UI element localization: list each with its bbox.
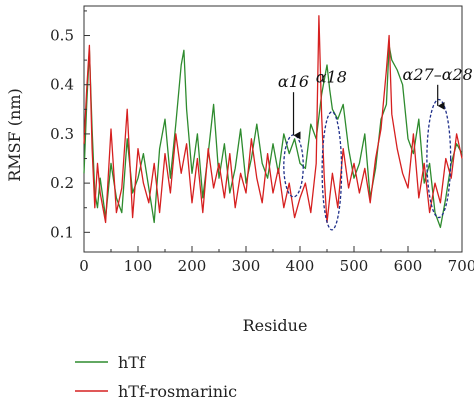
legend-label-htf: hTf	[118, 353, 146, 372]
y-tick-label: 0.5	[50, 27, 74, 45]
x-tick-label: 0	[79, 257, 89, 275]
x-tick-label: 100	[124, 257, 153, 275]
legend: hTf hTf-rosmarinic	[75, 353, 237, 401]
series-line-htf-rosmarinic	[83, 15, 463, 224]
x-tick-label: 600	[394, 257, 423, 275]
y-axis-title: RMSF (nm)	[5, 88, 24, 182]
helix-annotation-label: α16	[278, 72, 309, 91]
helix-highlight-ellipse	[426, 98, 452, 219]
plot-frame	[83, 5, 463, 253]
x-tick-label: 300	[232, 257, 261, 275]
helix-highlight-ellipse	[321, 111, 343, 231]
x-tick-label: 700	[448, 257, 474, 275]
series-layer	[83, 15, 463, 229]
legend-label-htf-rosmarinic: hTf-rosmarinic	[118, 382, 237, 401]
x-tick-label: 200	[178, 257, 207, 275]
axes-layer: 0 100 200 300 400 500 600 700 0.1 0.2 0.3 0.4 0.5	[50, 10, 474, 275]
y-tick-label: 0.1	[50, 223, 74, 241]
annotation-layer: α16 α18 α27–α28	[278, 65, 473, 231]
helix-annotation-label: α18	[316, 67, 347, 86]
y-tick-label: 0.2	[50, 174, 74, 192]
helix-annotation-label: α27–α28	[403, 65, 473, 84]
y-tick-label: 0.3	[50, 125, 74, 143]
x-tick-label: 500	[340, 257, 369, 275]
x-tick-label: 400	[286, 257, 315, 275]
plot-area	[83, 5, 463, 253]
series-line-htf	[83, 44, 463, 229]
x-axis-title: Residue	[243, 316, 308, 335]
y-tick-label: 0.4	[50, 76, 74, 94]
